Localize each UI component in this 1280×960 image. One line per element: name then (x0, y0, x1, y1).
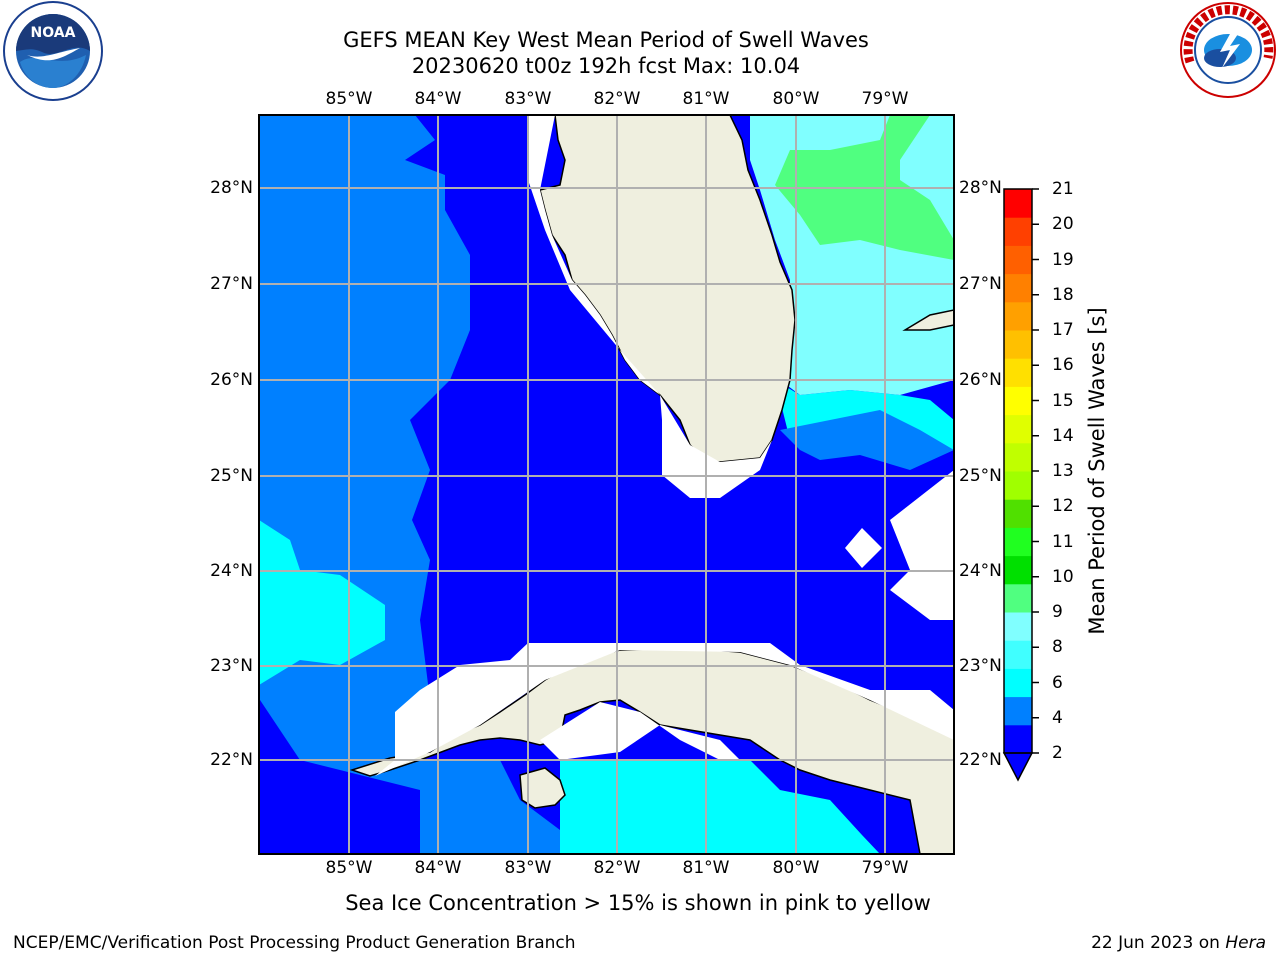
colorbar-segment (1004, 527, 1032, 557)
footer-date-text: 22 Jun 2023 on (1091, 933, 1226, 953)
lon-tick-bottom: 84°W (414, 858, 462, 878)
colorbar-tick-label: 13 (1052, 461, 1074, 481)
colorbar-segment (1004, 414, 1032, 444)
colorbar-segment (1004, 442, 1032, 472)
land-isle-of-youth (519, 767, 566, 809)
lon-tick-top: 84°W (414, 89, 462, 109)
colorbar-segment (1004, 217, 1032, 246)
colorbar-segment (1004, 471, 1032, 500)
mask-small-island (845, 528, 882, 568)
lat-tick-left: 27°N (210, 274, 253, 294)
lat-tick-right: 22°N (959, 750, 1002, 770)
chart-subtitle: 20230620 t00z 192h fcst Max: 10.04 (411, 54, 801, 78)
lat-tick-left: 22°N (210, 750, 253, 770)
svg-text:NOAA: NOAA (31, 25, 76, 41)
field-2-4s-east (780, 410, 954, 470)
field-2-4s-south (420, 760, 560, 854)
colorbar-segment (1004, 724, 1032, 754)
colorbar-tick-label: 18 (1052, 284, 1074, 305)
chart-title: GEFS MEAN Key West Mean Period of Swell … (343, 28, 869, 52)
colorbar-tick-label: 8 (1052, 637, 1063, 658)
colorbar-segment (1004, 696, 1032, 726)
colorbar-segment (1004, 330, 1032, 359)
colorbar-segment (1004, 583, 1032, 613)
lon-tick-top: 83°W (504, 89, 552, 109)
lon-tick-bottom: 83°W (504, 858, 552, 878)
lat-tick-left: 25°N (210, 466, 253, 486)
lat-tick-left: 26°N (210, 370, 253, 390)
colorbar-tick-label: 6 (1052, 672, 1063, 693)
sea-ice-note: Sea Ice Concentration > 15% is shown in … (345, 891, 931, 915)
lon-tick-top: 81°W (682, 89, 730, 109)
colorbar-tick-label: 10 (1052, 566, 1074, 587)
lon-tick-bottom: 82°W (593, 858, 641, 878)
colorbar-tick-label: 16 (1052, 355, 1074, 376)
colorbar-extend-arrow (1002, 752, 1034, 782)
colorbar-segment (1004, 273, 1032, 303)
footer-host: Hera (1225, 933, 1266, 953)
lon-tick-bottom: 79°W (861, 858, 909, 878)
lon-tick-top: 79°W (861, 89, 909, 109)
colorbar-tick-label: 19 (1052, 249, 1074, 270)
colorbar-segment (1004, 555, 1032, 585)
map-frame (258, 114, 955, 855)
field-4-6s-west (259, 520, 385, 685)
colorbar-tick-label: 2 (1052, 743, 1063, 763)
lon-tick-top: 80°W (772, 89, 820, 109)
colorbar-tick-label: 17 (1052, 320, 1074, 340)
colorbar-frame (1003, 188, 1033, 754)
footer-date: 22 Jun 2023 on Hera (1091, 932, 1266, 954)
lat-tick-right: 27°N (959, 274, 1002, 294)
colorbar-segment (1004, 612, 1032, 641)
colorbar-segment (1004, 386, 1032, 416)
mask-bahamas-east (890, 470, 954, 620)
lat-tick-right: 24°N (959, 561, 1002, 581)
land-bahamas (902, 309, 954, 331)
lat-tick-left: 28°N (210, 178, 253, 198)
colorbar-segment (1004, 358, 1032, 387)
lat-tick-right: 28°N (959, 178, 1002, 198)
colorbar-tick-label: 21 (1052, 179, 1074, 199)
lat-tick-right: 26°N (959, 370, 1002, 390)
colorbar-segment (1004, 301, 1032, 331)
lon-tick-top: 85°W (325, 89, 373, 109)
mask-cuba-north (375, 643, 954, 776)
colorbar-tick-label: 4 (1052, 707, 1063, 728)
noaa-logo: NOAA (3, 1, 103, 101)
lon-tick-top: 82°W (593, 89, 641, 109)
colorbar-label: Mean Period of Swell Waves [s] (1085, 307, 1109, 635)
field-4-6s-south (560, 760, 880, 854)
nws-logo (1180, 2, 1276, 98)
colorbar-segment (1004, 189, 1032, 218)
colorbar-tick-label: 20 (1052, 214, 1074, 235)
colorbar-tick-label: 12 (1052, 496, 1074, 517)
lat-tick-right: 25°N (959, 466, 1002, 486)
colorbar-segment (1004, 245, 1032, 275)
colorbar-tick-label: 14 (1052, 425, 1074, 446)
lat-tick-right: 23°N (959, 656, 1002, 676)
colorbar-segment (1004, 668, 1032, 698)
footer-producer: NCEP/EMC/Verification Post Processing Pr… (13, 933, 576, 953)
colorbar-tick-label: 11 (1052, 531, 1074, 552)
lon-tick-bottom: 85°W (325, 858, 373, 878)
colorbar-tick-label: 9 (1052, 602, 1063, 622)
colorbar-segment (1004, 640, 1032, 669)
lat-tick-left: 23°N (210, 656, 253, 676)
colorbar-segment (1004, 499, 1032, 528)
lon-tick-bottom: 81°W (682, 858, 730, 878)
mask-cuba-south (540, 702, 740, 760)
lat-tick-left: 24°N (210, 561, 253, 581)
mask-florida-coast (528, 115, 772, 498)
lon-tick-bottom: 80°W (772, 858, 820, 878)
colorbar-tick-label: 15 (1052, 390, 1074, 411)
graticule (259, 115, 954, 854)
colorbar (1004, 188, 1039, 754)
